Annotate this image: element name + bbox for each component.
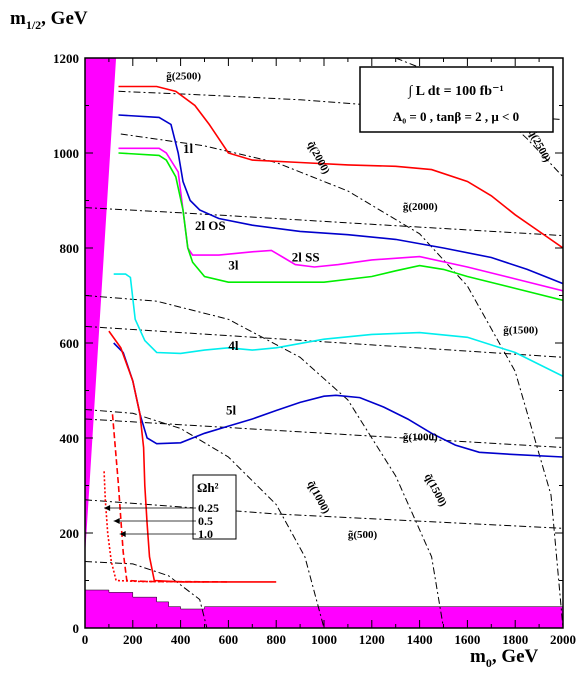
excluded-region xyxy=(85,58,563,628)
relic-curve-line xyxy=(108,330,277,583)
x-tick-label: 600 xyxy=(219,632,239,647)
omega-legend-frame xyxy=(192,474,237,540)
x-tick-label: 1400 xyxy=(407,632,433,647)
omega-legend-item: 0.25 xyxy=(198,501,219,515)
y-tick-label: 0 xyxy=(73,621,80,636)
relic-curve-line xyxy=(103,471,205,583)
series-line xyxy=(118,152,563,302)
plot-background xyxy=(85,58,563,628)
squark-contour-line xyxy=(120,133,563,628)
x-axis-title: m0, GeV xyxy=(470,646,539,670)
x-tick-label: 800 xyxy=(266,632,286,647)
series-label: 2l SS xyxy=(292,249,320,264)
y-axis-title: m1/2, GeV xyxy=(10,8,88,32)
excluded-wedge xyxy=(85,58,117,557)
series-line xyxy=(113,273,563,378)
series-line xyxy=(118,147,563,292)
gluino-contour-line xyxy=(85,325,563,358)
signal-curves xyxy=(113,85,563,458)
y-tick-label: 800 xyxy=(60,241,80,256)
series-label: 5l xyxy=(226,402,237,417)
x-tick-label: 1000 xyxy=(311,632,337,647)
y-tick-label: 400 xyxy=(60,431,80,446)
omega-legend-arrowhead xyxy=(119,531,126,537)
y-tick-label: 1000 xyxy=(53,146,79,161)
omega-legend-item: 1.0 xyxy=(198,527,213,541)
x-tick-label: 1200 xyxy=(359,632,385,647)
x-tick-label: 1800 xyxy=(502,632,528,647)
info-box: ∫ L dt = 100 fb⁻¹ A₀ = 0 , tanβ = 2 , μ <… xyxy=(359,66,554,133)
series-label: 2l OS xyxy=(195,218,226,233)
axis-ticks: 0 200 400 600 800 1000 1200 1400 1600 1800 2000 0 20… xyxy=(53,51,576,647)
x-tick-label: 200 xyxy=(123,632,143,647)
x-tick-label: 0 xyxy=(82,632,89,647)
relic-density-curves xyxy=(103,330,277,583)
plot-area xyxy=(85,58,563,628)
gluino-contour-label: g̃(2500) xyxy=(166,70,201,82)
y-tick-label: 1200 xyxy=(53,51,79,66)
series-label: 4l xyxy=(228,338,239,353)
low-mass-contour-line xyxy=(85,561,208,628)
x-tick-label: 2000 xyxy=(550,632,576,647)
info-box-line-2: A₀ = 0 , tanβ = 2 , μ < 0 xyxy=(393,109,519,124)
omega-legend: Ωh² 0.250.51.0 xyxy=(104,474,237,541)
y-tick-label: 600 xyxy=(60,336,80,351)
y-tick-label: 200 xyxy=(60,526,80,541)
omega-legend-item: 0.5 xyxy=(198,514,213,528)
series-line xyxy=(118,114,563,285)
gluino-contour-label: g̃(1000) xyxy=(403,431,438,443)
series-line xyxy=(113,342,563,458)
x-tick-label: 1600 xyxy=(454,632,480,647)
series-line xyxy=(118,85,563,249)
omega-legend-arrowhead xyxy=(104,505,111,511)
x-tick-label: 400 xyxy=(171,632,191,647)
mass-contours xyxy=(85,58,563,628)
relic-curve-line xyxy=(111,414,229,583)
excluded-bottom-band xyxy=(85,589,563,628)
series-label: 3l xyxy=(228,257,239,272)
info-box-line-1: ∫ L dt = 100 fb⁻¹ xyxy=(407,84,503,99)
gluino-contour-label: g̃(500) xyxy=(348,529,378,541)
squark-contour-line xyxy=(85,409,325,628)
squark-contour-line xyxy=(85,295,444,628)
info-box-frame xyxy=(359,66,554,133)
gluino-contour-label: g̃(2000) xyxy=(403,201,438,213)
omega-legend-arrowhead xyxy=(113,518,120,524)
omega-legend-title: Ωh² xyxy=(197,480,219,495)
gluino-contour-line xyxy=(85,499,563,529)
series-label: 1l xyxy=(183,141,194,156)
gluino-contour-line xyxy=(85,207,563,237)
gluino-contour-label: g̃(1500) xyxy=(503,325,538,337)
